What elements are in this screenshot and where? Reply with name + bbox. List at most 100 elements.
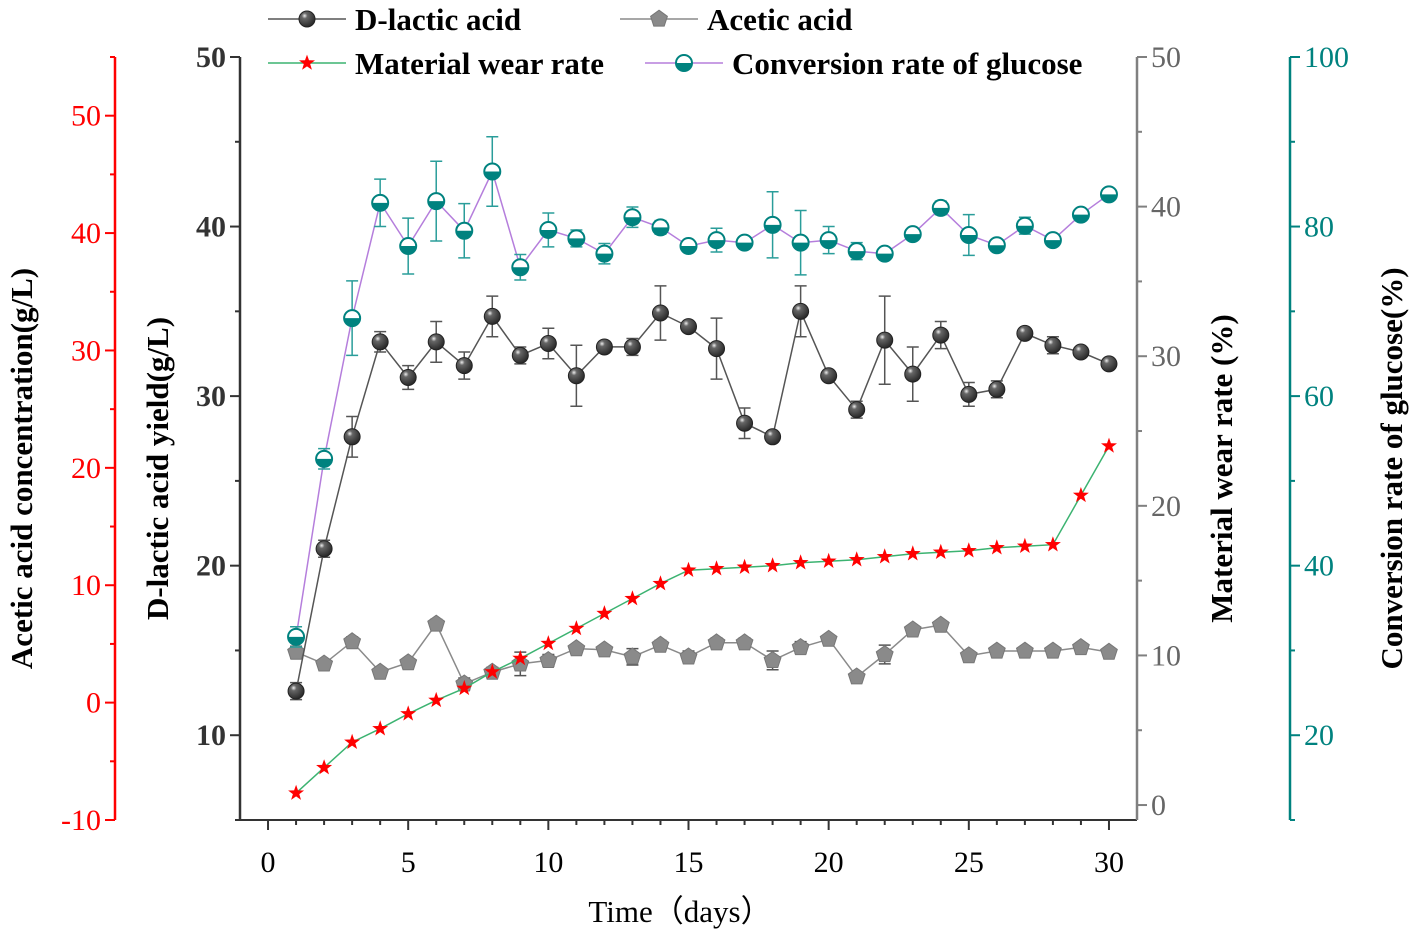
data-point-fill bbox=[288, 636, 305, 645]
conv-axis-label: Conversion rate of glucose(%) bbox=[1374, 267, 1409, 669]
data-point bbox=[680, 318, 697, 336]
x-tick-label: 10 bbox=[533, 846, 563, 879]
data-point-fill bbox=[960, 235, 977, 244]
data-point bbox=[903, 225, 922, 244]
data-point bbox=[400, 705, 417, 721]
data-point bbox=[1043, 641, 1062, 659]
data-point bbox=[847, 242, 866, 261]
data-point bbox=[623, 647, 642, 665]
data-point bbox=[1072, 343, 1090, 361]
data-point bbox=[960, 385, 978, 403]
data-point bbox=[792, 302, 810, 320]
data-point bbox=[315, 449, 334, 468]
wear-tick-label: 30 bbox=[1151, 340, 1181, 373]
data-point bbox=[483, 162, 502, 181]
data-point bbox=[1016, 324, 1034, 342]
data-point bbox=[931, 615, 950, 633]
data-point-fill bbox=[988, 245, 1005, 254]
acetic-tick-label: 10 bbox=[71, 569, 101, 602]
data-point bbox=[791, 233, 810, 252]
data-point bbox=[372, 720, 389, 736]
series-line bbox=[295, 169, 1110, 638]
data-point bbox=[427, 192, 446, 211]
data-point bbox=[679, 647, 698, 665]
data-point bbox=[427, 333, 445, 351]
data-point bbox=[763, 650, 782, 668]
data-point bbox=[904, 545, 921, 561]
data-point bbox=[1101, 437, 1117, 453]
data-point-fill bbox=[904, 234, 921, 243]
data-point bbox=[735, 233, 754, 252]
data-point bbox=[623, 208, 642, 227]
legend-item: Conversion rate of glucose bbox=[645, 46, 1082, 81]
data-point bbox=[623, 338, 641, 356]
legend-label: Conversion rate of glucose bbox=[732, 46, 1082, 81]
data-point bbox=[1043, 231, 1062, 250]
data-point bbox=[1072, 487, 1089, 503]
data-point bbox=[299, 54, 315, 70]
data-point bbox=[987, 236, 1006, 255]
data-point-fill bbox=[876, 253, 893, 262]
data-point bbox=[875, 244, 894, 263]
wear-tick-label: 10 bbox=[1151, 639, 1181, 672]
data-point bbox=[680, 561, 697, 577]
data-point bbox=[820, 552, 837, 568]
data-point bbox=[820, 367, 838, 385]
data-point bbox=[707, 633, 726, 651]
data-point-fill bbox=[484, 171, 501, 180]
data-point bbox=[315, 654, 334, 672]
data-point bbox=[651, 304, 669, 322]
acetic-tick-label: 50 bbox=[71, 100, 101, 133]
data-point bbox=[455, 357, 473, 375]
series-line bbox=[295, 308, 1110, 692]
data-point bbox=[988, 380, 1006, 398]
legend-label: D-lactic acid bbox=[355, 2, 521, 37]
data-point-fill bbox=[708, 240, 725, 249]
data-point bbox=[567, 229, 586, 248]
x-tick-label: 5 bbox=[401, 846, 416, 879]
data-point-fill bbox=[820, 240, 837, 249]
data-point-fill bbox=[316, 458, 333, 467]
data-point bbox=[1044, 536, 1061, 552]
data-point bbox=[707, 231, 726, 250]
x-tick-label: 25 bbox=[954, 846, 984, 879]
data-point bbox=[595, 244, 614, 263]
wear-tick-label: 0 bbox=[1151, 789, 1166, 822]
data-point bbox=[736, 558, 753, 574]
wear-tick-label: 20 bbox=[1151, 490, 1181, 523]
data-point bbox=[652, 575, 669, 591]
wear-axis-label: Material wear rate (%) bbox=[1204, 314, 1239, 622]
data-point bbox=[1015, 216, 1034, 235]
data-point-fill bbox=[680, 246, 697, 255]
data-point bbox=[343, 632, 362, 650]
data-point bbox=[791, 637, 810, 656]
data-point bbox=[512, 650, 529, 666]
data-point-fill bbox=[596, 253, 613, 262]
acetic-tick-label: 0 bbox=[86, 687, 101, 720]
data-point bbox=[567, 639, 586, 657]
conv-tick-label: 40 bbox=[1304, 550, 1334, 583]
data-point bbox=[595, 338, 613, 356]
data-point bbox=[343, 309, 362, 328]
data-point bbox=[763, 215, 782, 234]
data-point-fill bbox=[624, 217, 641, 226]
legend-item: D-lactic acid bbox=[268, 2, 521, 37]
legend-item: Acetic acid bbox=[620, 2, 852, 37]
data-point bbox=[568, 620, 585, 636]
data-point bbox=[679, 237, 698, 256]
data-point-fill bbox=[512, 267, 529, 276]
wear-tick-label: 50 bbox=[1151, 41, 1181, 74]
series-line bbox=[295, 445, 1110, 794]
data-point bbox=[595, 640, 614, 658]
data-point bbox=[876, 331, 894, 349]
series-d-lactic-acid bbox=[287, 285, 1118, 701]
conv-tick-label: 80 bbox=[1304, 211, 1334, 244]
data-point bbox=[959, 226, 978, 245]
data-point bbox=[287, 627, 306, 646]
data-point bbox=[876, 548, 893, 564]
data-point bbox=[903, 620, 922, 638]
data-point bbox=[960, 542, 977, 558]
data-point bbox=[455, 221, 474, 240]
data-point bbox=[371, 193, 390, 212]
